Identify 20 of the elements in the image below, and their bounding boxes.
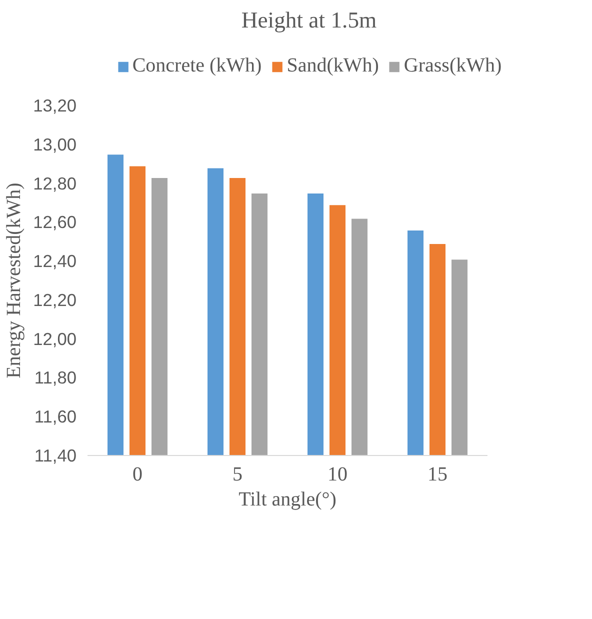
y-axis-title: Energy Harvested(kWh): [3, 182, 26, 378]
y-tick-label: 12,80: [33, 173, 77, 194]
y-tick-label: 11,40: [34, 446, 76, 466]
y-tick-label: 13,00: [33, 134, 77, 154]
legend-label: Grass(kWh): [404, 54, 502, 78]
y-tick-label: 12,20: [33, 290, 77, 310]
x-tick-label: 15: [428, 464, 448, 486]
y-tick-label: 13,20: [33, 96, 77, 116]
y-tick-label: 12,00: [33, 328, 77, 349]
y-tick-label: 12,40: [33, 251, 77, 272]
y-tick-label: 11,60: [34, 406, 76, 427]
x-axis-title: Tilt angle(°): [238, 488, 336, 510]
legend-label: Concrete (kWh): [132, 54, 262, 78]
x-tick-label: 5: [232, 464, 242, 486]
legend-label: Sand(kWh): [286, 54, 379, 78]
chart-title: Height at 1.5m: [241, 8, 378, 32]
x-tick-label: 0: [132, 464, 142, 486]
x-tick-label: 10: [328, 464, 348, 486]
y-tick-label: 12,60: [33, 212, 77, 232]
y-tick-label: 11,80: [34, 368, 76, 388]
